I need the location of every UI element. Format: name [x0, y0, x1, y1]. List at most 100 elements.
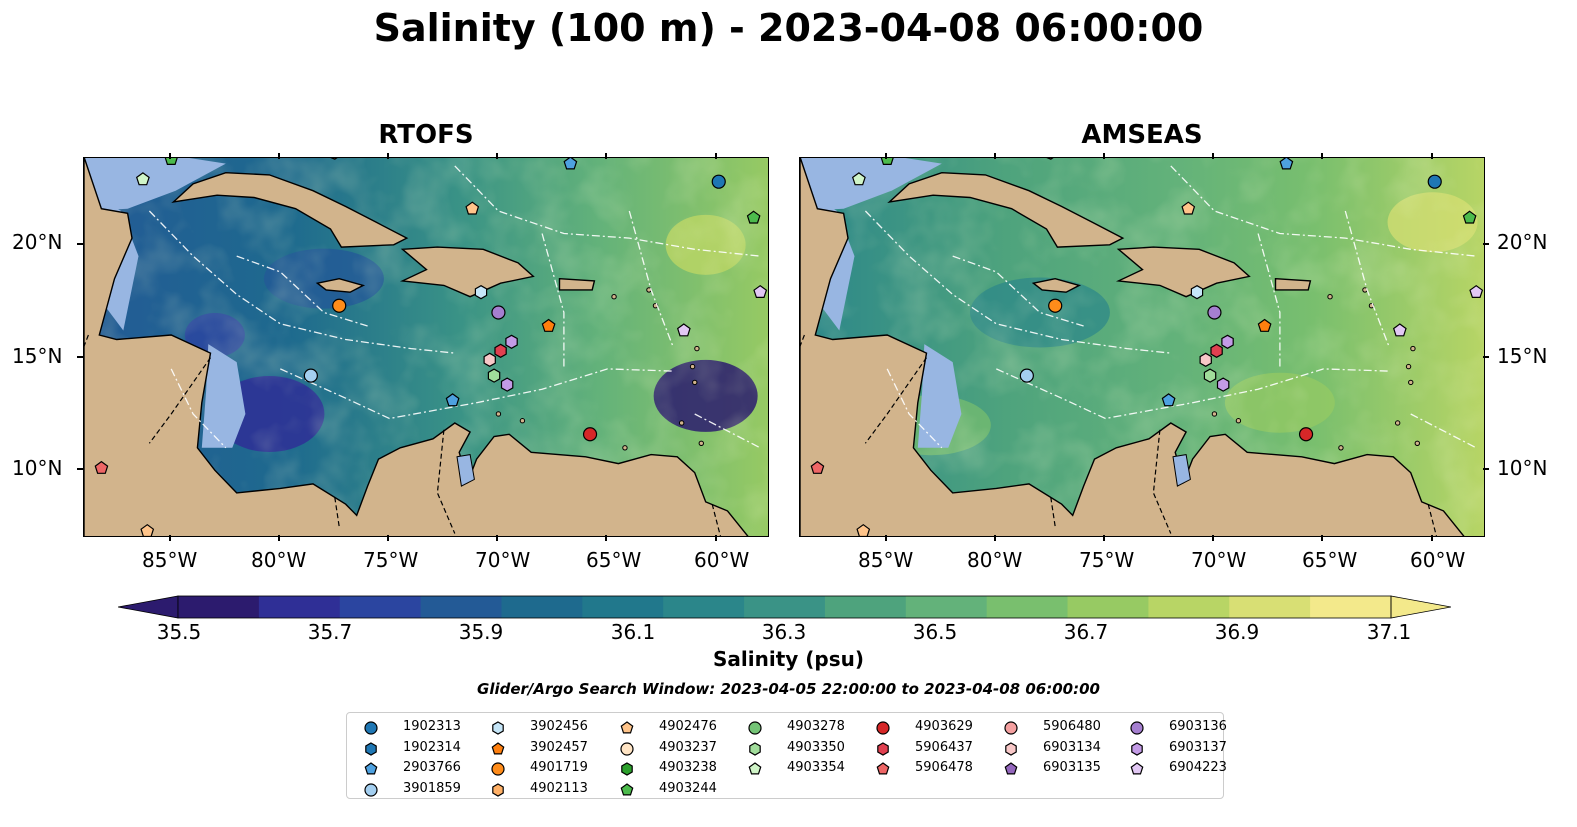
legend-label: 4903238 [659, 760, 717, 775]
cbar-tick-35-9: 35.9 [458, 620, 504, 644]
colorbar-segment [1310, 596, 1392, 618]
lat-tick-10-right: 10°N [1497, 456, 1548, 480]
observation-4902476-5 [1181, 201, 1196, 215]
lon-tickmark [387, 153, 390, 159]
colorbar-segment [986, 596, 1069, 618]
cbar-tick-37-1: 37.1 [1366, 620, 1412, 644]
lon-tickmark [1430, 153, 1433, 159]
lon-tickmark [169, 535, 172, 541]
legend-label: 4902476 [659, 719, 717, 734]
colorbar-label: Salinity (psu) [712, 647, 864, 671]
cbar-tick-36-5: 36.5 [912, 620, 958, 644]
lon-tickmark [885, 535, 888, 541]
legend-label: 3902456 [530, 719, 588, 734]
observation-5906478-20 [94, 460, 109, 474]
observation-3902456-7 [474, 285, 488, 300]
lon-tick-80-right: 80°W [967, 548, 1023, 572]
observation-6904223-19 [1469, 284, 1484, 298]
legend-marker-4903237 [620, 741, 634, 756]
legend-marker-6903135 [1004, 762, 1018, 775]
land-bahamas1 [1046, 158, 1054, 160]
lat-tick-15: 15°N [12, 344, 63, 368]
lon-tick-60-left: 60°W [694, 548, 750, 572]
lon-tick-65-right: 65°W [1302, 548, 1358, 572]
legend-marker-2903766 [364, 762, 378, 775]
land-bahamas1 [330, 158, 338, 160]
legend-label: 4903244 [659, 780, 717, 796]
legend-marker-5906437 [877, 741, 889, 756]
observation-1902313-0 [711, 174, 726, 189]
observation-5906478-20 [810, 460, 825, 474]
lon-tickmark [605, 153, 608, 159]
lon-tickmark [714, 535, 717, 541]
cbar-tick-36-7: 36.7 [1063, 620, 1109, 644]
lat-tick-15-right: 15°N [1497, 344, 1548, 368]
colorbar-segment [905, 596, 988, 618]
lon-tickmark [278, 153, 281, 159]
legend-marker-3902456 [492, 721, 504, 735]
colorbar-segment [744, 596, 826, 618]
observation-4903354-3 [851, 172, 866, 186]
lon-tickmark [1430, 535, 1433, 541]
legend-label: 4903237 [659, 739, 717, 755]
colorbar-segment [339, 596, 422, 618]
legend-label: 5906478 [915, 760, 973, 775]
colorbar-segment [420, 596, 502, 618]
land-central [84, 158, 749, 536]
lon-tick-70-left: 70°W [475, 548, 531, 572]
observation-4902476-21 [856, 523, 871, 536]
land-central [800, 158, 1465, 536]
panel-title-rtofs: RTOFS [378, 120, 474, 150]
legend-label: 3901859 [403, 780, 461, 796]
legend-marker-4903278 [748, 721, 762, 735]
cbar-tick-35-7: 35.7 [307, 620, 353, 644]
observation-5906437-11 [494, 343, 507, 358]
lon-tickmark [994, 535, 997, 541]
lon-tick-85-right: 85°W [858, 548, 914, 572]
colorbar-segment [824, 596, 907, 618]
legend-marker-3901859 [364, 782, 378, 797]
lon-tickmark [605, 535, 608, 541]
legend-label: 3902457 [530, 739, 588, 755]
legend-marker-4903238 [621, 762, 633, 776]
legend-label: 4903629 [915, 719, 973, 734]
observation-6903134-12 [1199, 352, 1212, 367]
observation-4903244-1 [1462, 210, 1477, 224]
lon-tickmark [994, 153, 997, 159]
observation-3901859-15 [303, 368, 318, 383]
observation-4902476-21 [140, 523, 155, 536]
legend-label: 5906480 [1043, 719, 1101, 734]
cbar-tick-36-9: 36.9 [1214, 620, 1260, 644]
legend-marker-6903136 [1130, 721, 1144, 735]
legend-label: 5906437 [915, 739, 973, 755]
observation-3902457-9 [1257, 318, 1272, 332]
colorbar-segment [1067, 596, 1149, 618]
observation-4903244-4 [880, 158, 894, 166]
legend-label: 4903278 [787, 719, 845, 734]
observation-3902456-7 [1190, 285, 1204, 300]
observation-6903136-8 [1207, 305, 1222, 320]
legend: 1902313 1902314 2903766 3901859 3902456 39024… [346, 712, 1227, 799]
land-jamaica [1031, 277, 1082, 293]
legend-label: 6903137 [1169, 739, 1227, 755]
cbar-tick-35-5: 35.5 [156, 620, 202, 644]
legend-label: 6903136 [1169, 719, 1227, 734]
lon-tick-65-left: 65°W [586, 548, 642, 572]
map-amseas [799, 157, 1485, 537]
legend-label: 6903135 [1043, 760, 1101, 775]
observation-6903137-10 [505, 334, 518, 349]
legend-label: 4903354 [787, 760, 845, 775]
land-jamaica [315, 277, 366, 293]
legend-label: 4902113 [530, 780, 588, 796]
legend-marker-3902457 [491, 741, 505, 754]
colorbar-segment [582, 596, 664, 618]
lat-tick-10: 10°N [12, 456, 63, 480]
colorbar-segment [1148, 596, 1230, 618]
colorbar-segment [178, 596, 260, 618]
legend-marker-4902476 [620, 721, 634, 734]
observation-4903629-17 [1298, 427, 1314, 442]
lon-tick-85-left: 85°W [142, 548, 198, 572]
legend-marker-6903137 [1131, 741, 1143, 756]
lon-tickmark [1212, 153, 1215, 159]
lon-tick-75-right: 75°W [1079, 548, 1135, 572]
